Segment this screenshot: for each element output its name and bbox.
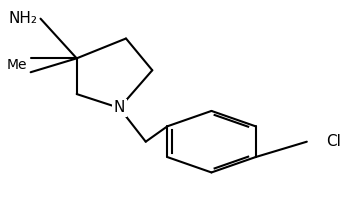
- Text: NH₂: NH₂: [8, 11, 37, 26]
- Text: Cl: Cl: [327, 134, 342, 149]
- Text: Me: Me: [7, 58, 27, 72]
- Text: N: N: [114, 100, 125, 115]
